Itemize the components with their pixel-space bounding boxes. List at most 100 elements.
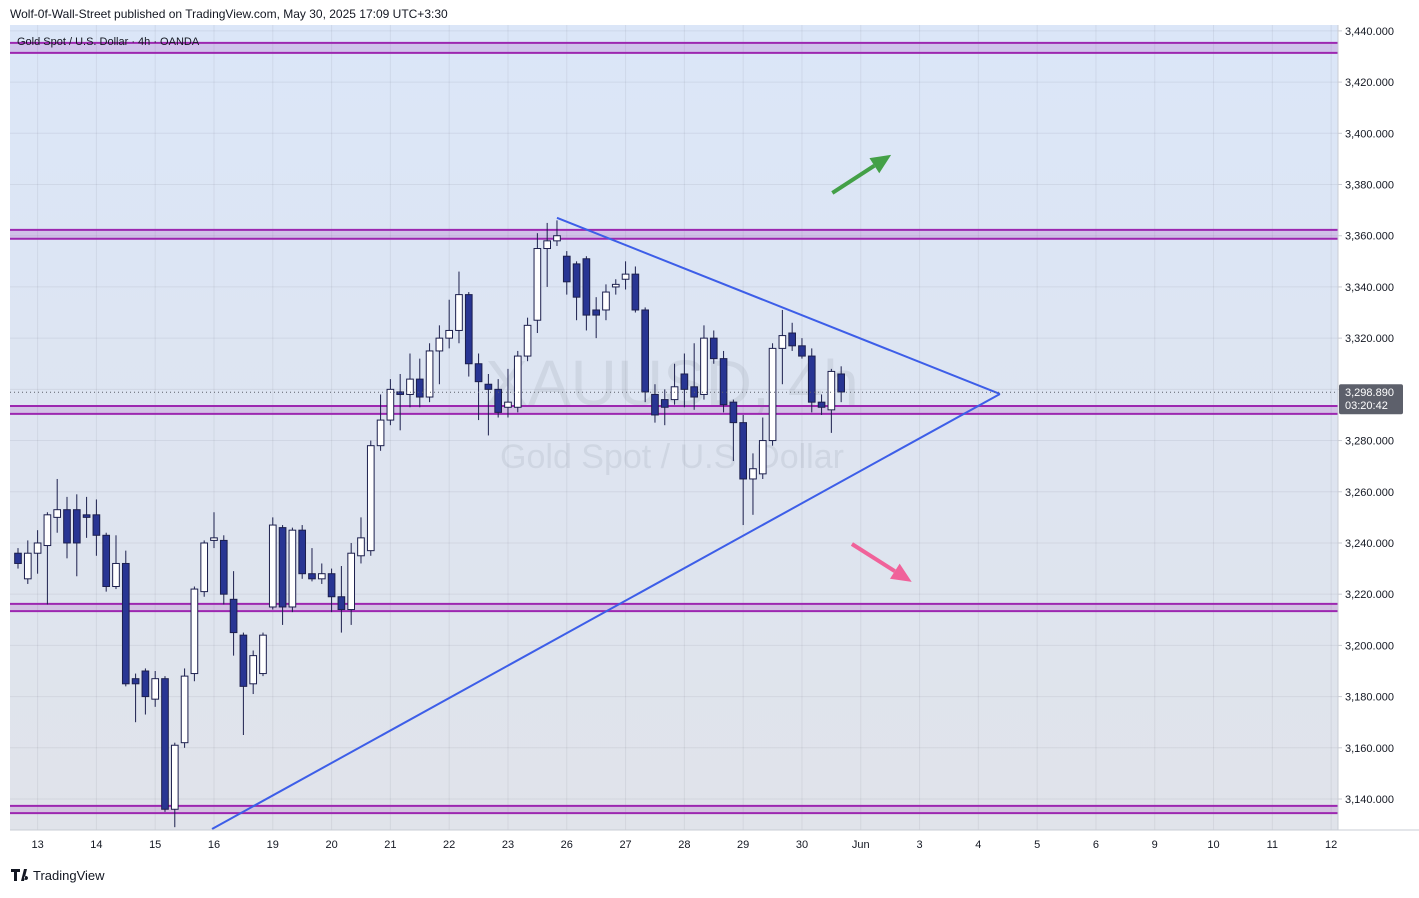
- y-tick-label: 3,240.000: [1345, 538, 1394, 550]
- chart-legend: Gold Spot / U.S. Dollar · 4h · OANDA: [17, 36, 200, 48]
- candle-body: [43, 514, 52, 547]
- candle-body: [200, 542, 209, 593]
- candle-body: [474, 363, 483, 383]
- candle-body: [749, 468, 757, 480]
- candle-body: [63, 509, 71, 544]
- tv-logo: TradingView: [11, 868, 105, 883]
- candle-body: [572, 263, 581, 298]
- last-price-label: 3,298.890: [1345, 387, 1394, 399]
- x-tick-label: 22: [443, 839, 455, 851]
- candle-body: [268, 524, 277, 608]
- candle-body: [327, 573, 336, 598]
- candle-body: [445, 329, 454, 339]
- candle-body: [357, 537, 365, 557]
- candle-body: [308, 573, 316, 580]
- y-tick-label: 3,200.000: [1345, 640, 1394, 652]
- candle-body: [33, 542, 42, 554]
- candle-body: [219, 539, 228, 595]
- y-tick-label: 3,140.000: [1345, 794, 1394, 806]
- candle-body: [455, 294, 463, 331]
- candle-body: [533, 248, 542, 321]
- candle-body: [621, 273, 630, 280]
- zone-fill: [10, 603, 1338, 612]
- candle-body: [72, 509, 81, 544]
- candle-body: [651, 393, 659, 416]
- candle-body: [494, 388, 503, 413]
- candle-body: [415, 378, 424, 398]
- candle-body: [513, 355, 522, 408]
- candle-body: [719, 358, 728, 406]
- watermark-symbol: XAUUSD, 4h: [485, 347, 858, 419]
- trend-line: [556, 216, 1001, 395]
- x-tick-label: 5: [1034, 839, 1040, 851]
- candle-body: [435, 337, 444, 352]
- candle-body: [288, 529, 297, 608]
- x-tick-label: 10: [1207, 839, 1219, 851]
- arrow-shaft: [850, 542, 896, 573]
- candle-body: [180, 675, 189, 744]
- candle-body: [660, 399, 669, 408]
- x-tick-label: 3: [916, 839, 922, 851]
- candle-body: [170, 744, 179, 810]
- x-tick-label: 20: [325, 839, 337, 851]
- y-tick-label: 3,260.000: [1345, 487, 1394, 499]
- x-tick-label: 27: [619, 839, 631, 851]
- x-tick-label: 6: [1093, 839, 1099, 851]
- x-tick-label: 15: [149, 839, 161, 851]
- x-tick-label: 30: [796, 839, 808, 851]
- zone-fill: [10, 42, 1338, 53]
- trend-line: [211, 393, 1001, 830]
- zones: [10, 41, 1338, 815]
- candle-body: [670, 386, 679, 401]
- x-tick-label: 12: [1325, 839, 1337, 851]
- y-tick-label: 3,220.000: [1345, 589, 1394, 601]
- arrow-head: [869, 154, 892, 174]
- candle-body: [92, 514, 101, 536]
- x-tick-label: 19: [267, 839, 279, 851]
- x-tick-label: Jun: [852, 839, 870, 851]
- x-tick-label: 9: [1152, 839, 1158, 851]
- candle-body: [121, 562, 130, 685]
- candle-body: [396, 391, 405, 395]
- candle-body: [259, 634, 267, 675]
- zone-fill: [10, 405, 1338, 414]
- candle-body: [386, 388, 395, 421]
- y-tick-label: 3,400.000: [1345, 128, 1394, 140]
- y-tick-label: 3,360.000: [1345, 231, 1394, 243]
- candle-body: [553, 235, 561, 242]
- candle-body: [366, 445, 375, 552]
- candle-body: [53, 509, 62, 518]
- candle-body: [562, 255, 571, 283]
- y-tick-label: 3,380.000: [1345, 180, 1394, 192]
- x-tick-label: 21: [384, 839, 396, 851]
- axes: 3,140.000 3,160.000 3,180.000 3,200.000 3,22…: [31, 26, 1403, 851]
- zone-fill: [10, 805, 1338, 814]
- plot-background: [10, 25, 1338, 830]
- candle-body: [210, 537, 218, 541]
- candle-body: [82, 514, 91, 518]
- candle-body: [611, 283, 620, 288]
- candle-body: [768, 347, 777, 442]
- y-tick-label: 3,160.000: [1345, 743, 1394, 755]
- x-tick-label: 28: [678, 839, 690, 851]
- candle-body: [151, 678, 160, 700]
- y-tick-label: 3,340.000: [1345, 282, 1394, 294]
- watermark: XAUUSD, 4h Gold Spot / U.S. Dollar: [485, 347, 858, 476]
- candle-body: [582, 258, 591, 316]
- arrow-head: [890, 563, 912, 582]
- x-tick-label: 16: [208, 839, 220, 851]
- candle-body: [406, 378, 414, 395]
- candle-body: [464, 294, 473, 365]
- candle-body: [278, 527, 287, 608]
- candle-body: [317, 573, 326, 580]
- candle-body: [131, 678, 140, 685]
- y-tick-label: 3,320.000: [1345, 333, 1394, 345]
- candle-body: [788, 332, 796, 347]
- candle-body: [778, 335, 787, 349]
- candle-body: [249, 655, 258, 685]
- candle-body: [631, 273, 640, 311]
- grid: [10, 25, 1338, 830]
- candle-body: [700, 337, 708, 395]
- x-tick-label: 13: [31, 839, 43, 851]
